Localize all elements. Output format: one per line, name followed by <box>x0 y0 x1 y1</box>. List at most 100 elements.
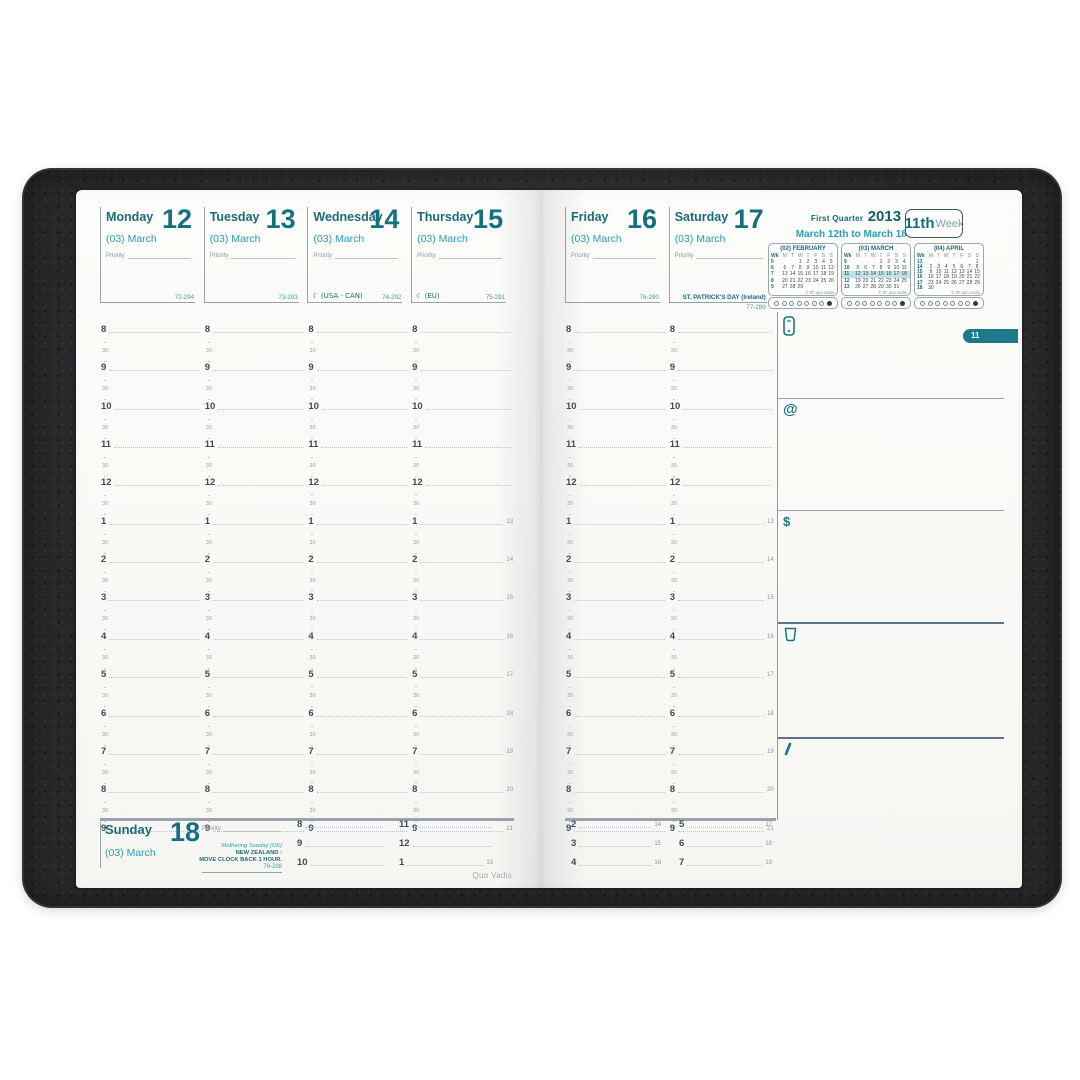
day-of-year-code: 77-289 <box>746 304 766 311</box>
hour-24-label: 14 <box>654 822 661 828</box>
quarter-tick <box>311 552 314 554</box>
year-label: 2013 <box>867 208 902 225</box>
phase-dot <box>900 300 906 306</box>
priority-line <box>592 252 656 259</box>
week-col-header: Wk <box>771 253 779 259</box>
hour-label: 7 <box>412 745 418 757</box>
hour-label: 6 <box>308 707 314 719</box>
hour-row: 12 <box>307 476 410 488</box>
hour-label: 5 <box>101 669 107 681</box>
time-grid: 8 30 9 30 10 30 11 30 12 30 1 30 2 30 3 30 4 30 5 30 6 30 7 30 8… <box>565 325 668 846</box>
hour-label: 8 <box>204 324 210 335</box>
half-hour-label: 30 <box>413 424 420 431</box>
day-number: 12 <box>161 204 192 234</box>
mini-calendar-week-row: 14 2 3 4 5 6 7 8 <box>915 264 983 271</box>
quarter-tick <box>672 418 675 420</box>
quarter-tick <box>207 342 210 343</box>
hour-row: 5 <box>204 668 307 679</box>
phase-dot <box>965 300 971 306</box>
hour-writing-line <box>420 363 512 372</box>
quarter-tick <box>415 667 418 669</box>
hour-row: 12 <box>669 476 775 488</box>
day-cell: 25 <box>820 277 827 284</box>
quarter-tick <box>415 533 418 535</box>
quarter-tick <box>104 361 106 362</box>
half-hour-label: 30 <box>670 463 677 470</box>
hour-writing-line <box>574 593 665 602</box>
half-hour-label: 30 <box>309 693 316 700</box>
hour-row: 3 15 <box>669 591 775 603</box>
hour-row: 10 <box>100 400 203 411</box>
hour-label: 8 <box>308 324 314 335</box>
half-hour-label: 30 <box>309 463 316 470</box>
day-cell: 28 <box>870 283 877 290</box>
quarter-tick <box>104 495 106 497</box>
quarter-tick <box>311 821 314 823</box>
day-cell: 11 <box>820 265 827 272</box>
day-cell: 10 <box>812 265 819 272</box>
hour-24-label: 17 <box>767 672 774 679</box>
hour-writing-line <box>420 632 504 640</box>
day-cell: 4 <box>822 259 825 265</box>
hour-label: 6 <box>679 838 685 849</box>
hour-writing-line <box>574 325 665 333</box>
half-hour-label: 30 <box>670 769 677 776</box>
day-cell: 22 <box>797 277 804 284</box>
dow-header: T <box>952 253 956 259</box>
quarter-tick <box>569 342 571 343</box>
day-cell: 3 <box>814 259 818 265</box>
mini-calendar-3: (04) APRIL Wk M T W T F S S 13 1 14 2 3 4 5 6 7 8 15 9 10 11 12… <box>914 243 984 296</box>
day-cell: 5 <box>856 265 860 272</box>
dow-header: M <box>928 253 933 259</box>
hour-writing-line <box>420 325 512 333</box>
hour-row: 9 21 <box>411 822 514 833</box>
half-hour-label: 30 <box>102 539 109 546</box>
day-cell: 26 <box>855 283 861 290</box>
quarter-tick <box>207 495 210 497</box>
dow-header: S <box>894 253 899 259</box>
day-name: Tuesday <box>209 210 260 224</box>
hour-writing-line <box>683 402 772 410</box>
day-cell: 29 <box>974 279 980 286</box>
hour-label: 1 <box>204 515 210 527</box>
hour-writing-line <box>316 747 408 755</box>
hour-row: 8 20 <box>669 783 775 795</box>
phase-dot <box>950 300 956 306</box>
hour-row: 9 <box>100 822 203 833</box>
priority-line <box>696 252 763 259</box>
quarter-tick <box>104 533 106 535</box>
hour-row: 10 <box>204 400 307 411</box>
week-number: 17 <box>917 279 923 286</box>
hour-label: 7 <box>308 745 314 757</box>
day-cell: 16 <box>885 271 892 278</box>
quarter-tick <box>569 418 571 420</box>
half-hour-label: 30 <box>567 386 574 393</box>
hour-row: 11 <box>100 438 203 449</box>
hour-row: 1 <box>307 515 410 526</box>
day-cell: 7 <box>968 264 971 271</box>
hour-label: 3 <box>204 592 210 604</box>
hour-row: 4 <box>565 630 668 641</box>
planner-week-spread: First Quarter 2013 March 12th to March 1… <box>76 190 1022 888</box>
day-cell: 23 <box>805 277 811 284</box>
hour-row: 3 <box>204 591 307 604</box>
hour-24-label: 13 <box>486 860 493 866</box>
quarter-tick <box>569 802 571 804</box>
quarter-tick <box>672 552 675 554</box>
hour-writing-line <box>579 440 665 449</box>
quarter-tick <box>672 591 675 593</box>
hour-label: 2 <box>308 554 314 566</box>
phase-dot <box>804 300 810 306</box>
quarter-tick <box>672 457 675 459</box>
half-hour-label: 30 <box>309 654 316 661</box>
hour-label: 11 <box>204 439 215 451</box>
half-hour-label: 30 <box>205 769 212 776</box>
quarter-tick <box>207 533 210 535</box>
hour-row: 7 19 <box>669 745 775 757</box>
mini-calendar-week-row: 9 27 28 29 <box>769 284 837 290</box>
hour-label: 3 <box>412 592 418 604</box>
hour-row: 6 <box>204 707 307 718</box>
quarter-tick <box>569 744 571 746</box>
hour-writing-line <box>677 363 772 372</box>
week-header: First Quarter 2013 March 12th to March 1… <box>746 208 966 240</box>
